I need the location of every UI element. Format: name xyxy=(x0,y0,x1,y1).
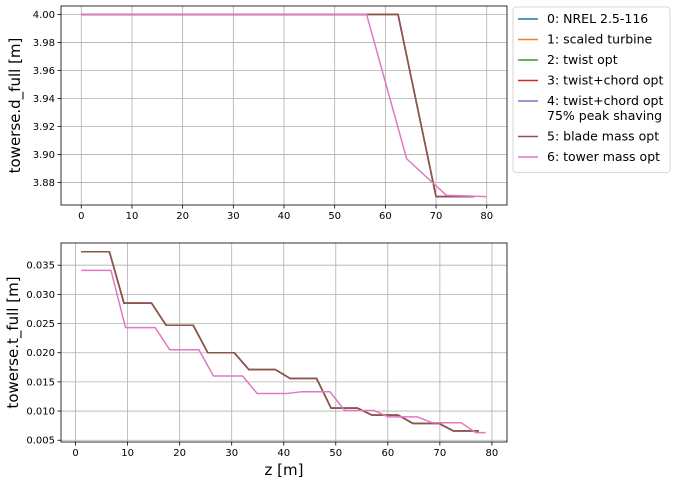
top-series-lines xyxy=(81,13,487,198)
series-line xyxy=(81,13,487,198)
legend-label: 6: tower mass opt xyxy=(547,149,660,164)
legend: 0: NREL 2.5-116 1: scaled turbine 2: twist… xyxy=(512,6,671,173)
x-tick-label: 40 xyxy=(278,211,291,222)
x-tick-label: 60 xyxy=(379,211,392,222)
legend-label: 1: scaled turbine xyxy=(547,32,653,47)
y-tick-label: 0.005 xyxy=(26,436,55,447)
legend-label: 2: twist opt xyxy=(547,52,618,67)
y-tick-label: 3.98 xyxy=(33,38,55,49)
x-tick-label: 40 xyxy=(277,448,290,459)
bottom-subplot: 0 10 20 30 40 50 60 70 80 0.005 0.010 0.015 0.020 0.0… xyxy=(4,242,508,479)
y-tick-label: 3.88 xyxy=(33,178,55,189)
bottom-series-lines xyxy=(81,251,486,434)
legend-items: 0: NREL 2.5-116 1: scaled turbine 2: twist… xyxy=(518,11,663,164)
y-tick-label: 0.035 xyxy=(26,261,55,272)
x-tick-label: 50 xyxy=(329,448,342,459)
bottom-x-axis-label: z [m] xyxy=(265,461,304,479)
y-tick-label: 4.00 xyxy=(33,10,55,21)
x-tick-label: 70 xyxy=(433,448,446,459)
legend-label: 4: twist+chord opt 75% peak shaving xyxy=(547,93,663,123)
bottom-y-axis-label: towerse.t_full [m] xyxy=(4,276,23,408)
y-tick-label: 3.92 xyxy=(33,122,55,133)
y-tick-label: 0.010 xyxy=(26,407,55,418)
x-tick-label: 0 xyxy=(72,448,78,459)
x-tick-label: 10 xyxy=(126,211,139,222)
x-tick-label: 60 xyxy=(381,448,394,459)
series-line xyxy=(81,251,479,432)
top-ticks: 0 10 20 30 40 50 60 70 80 3.88 3.90 3.92 3.94 3.96 3.9… xyxy=(33,10,493,222)
y-tick-label: 0.015 xyxy=(26,377,55,388)
top-subplot: 0 10 20 30 40 50 60 70 80 3.88 3.90 3.92 3.94 3.96 3.9… xyxy=(6,5,508,222)
y-tick-label: 0.020 xyxy=(26,348,55,359)
legend-label: 5: blade mass opt xyxy=(547,129,659,144)
x-tick-label: 20 xyxy=(173,448,186,459)
y-tick-label: 3.94 xyxy=(33,94,55,105)
x-tick-label: 30 xyxy=(225,448,238,459)
x-tick-label: 30 xyxy=(227,211,240,222)
legend-label: 3: twist+chord opt xyxy=(547,73,663,88)
y-tick-label: 0.025 xyxy=(26,319,55,330)
x-tick-label: 0 xyxy=(78,211,84,222)
top-y-axis-label: towerse.d_full [m] xyxy=(6,38,25,174)
x-tick-label: 80 xyxy=(486,448,499,459)
legend-box xyxy=(512,6,671,173)
x-tick-label: 80 xyxy=(480,211,493,222)
x-tick-label: 70 xyxy=(430,211,443,222)
x-tick-label: 50 xyxy=(328,211,341,222)
x-tick-label: 10 xyxy=(121,448,134,459)
x-tick-label: 20 xyxy=(176,211,189,222)
legend-label: 0: NREL 2.5-116 xyxy=(547,11,648,26)
y-tick-label: 3.96 xyxy=(33,66,55,77)
series-line xyxy=(81,269,486,434)
y-tick-label: 3.90 xyxy=(33,150,55,161)
y-tick-label: 0.030 xyxy=(26,290,55,301)
bottom-gridlines xyxy=(61,243,507,442)
bottom-ticks: 0 10 20 30 40 50 60 70 80 0.005 0.010 0.015 0.020 0.0… xyxy=(26,261,498,459)
